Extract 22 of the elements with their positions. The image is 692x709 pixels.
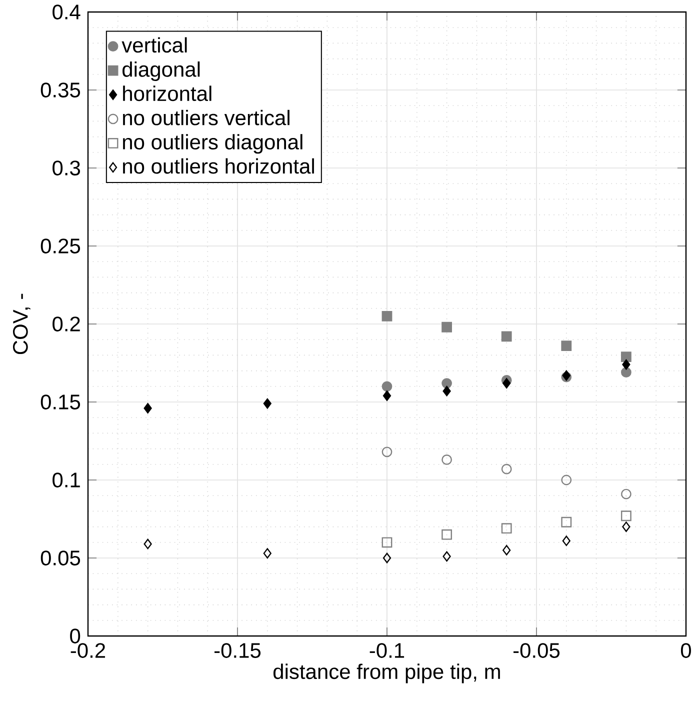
y-tick-label: 0 [70, 628, 80, 644]
x-tick-label: 0 [680, 643, 691, 658]
legend-label: diagonal [122, 61, 200, 82]
y-tick-label: 0.25 [40, 238, 80, 254]
y-tick-label: 0.1 [52, 472, 80, 488]
x-tick-label: -0.15 [214, 643, 261, 658]
x-tick-label: -0.05 [514, 643, 560, 658]
y-axis-title: COV, - [12, 294, 30, 354]
y-tick-label: 0.15 [40, 394, 80, 410]
y-tick-label: 0.4 [52, 4, 80, 20]
legend-label: no outliers vertical [123, 110, 290, 126]
y-tick-label: 0.2 [52, 316, 80, 332]
x-axis-title: distance from pipe tip, m [273, 664, 500, 684]
x-tick-label: -0.1 [370, 643, 404, 658]
x-tick-label: -0.2 [70, 643, 106, 658]
y-tick-label: 0.3 [52, 160, 80, 176]
legend-label: no outliers diagonal [123, 134, 302, 154]
legend-label: horizontal [123, 86, 212, 102]
legend-label: vertical [122, 37, 187, 53]
legend-label: no outliers horizontal [123, 158, 314, 174]
y-tick-label: 0.35 [40, 82, 80, 98]
y-tick-label: 0.05 [40, 550, 80, 566]
